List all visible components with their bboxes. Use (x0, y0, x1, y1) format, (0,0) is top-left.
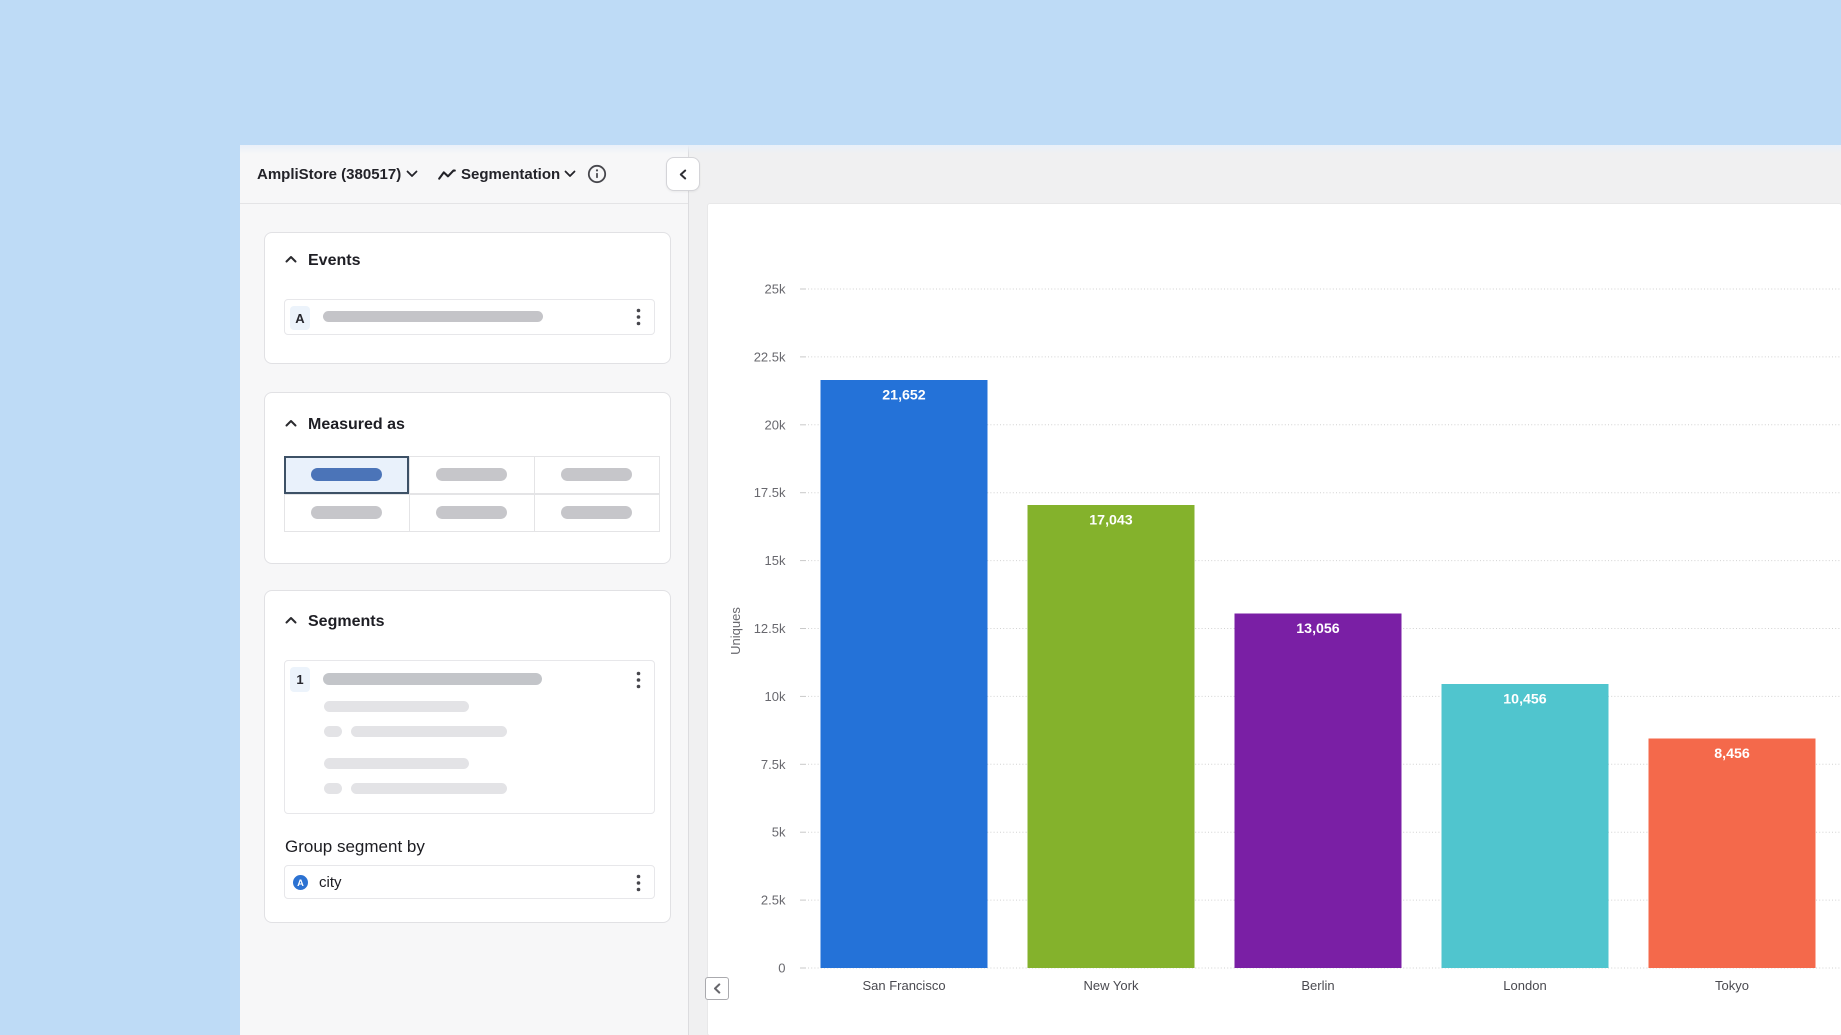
svg-text:0: 0 (778, 961, 785, 976)
svg-text:17,043: 17,043 (1089, 513, 1133, 529)
svg-text:New York: New York (1084, 978, 1139, 993)
svg-text:12.5k: 12.5k (754, 621, 786, 636)
svg-text:21,652: 21,652 (882, 388, 926, 404)
svg-text:Tokyo: Tokyo (1715, 978, 1749, 993)
svg-text:10k: 10k (765, 689, 786, 704)
svg-text:5k: 5k (772, 825, 786, 840)
svg-text:Uniques: Uniques (728, 607, 743, 655)
svg-text:San Francisco: San Francisco (862, 978, 945, 993)
svg-text:13,056: 13,056 (1296, 621, 1340, 637)
svg-text:7.5k: 7.5k (761, 757, 786, 772)
svg-text:8,456: 8,456 (1714, 746, 1750, 762)
svg-text:10,456: 10,456 (1503, 692, 1547, 708)
svg-text:15k: 15k (765, 553, 786, 568)
svg-text:22.5k: 22.5k (754, 349, 786, 364)
svg-text:Berlin: Berlin (1301, 978, 1334, 993)
svg-text:London: London (1503, 978, 1546, 993)
svg-text:25k: 25k (765, 282, 786, 297)
svg-text:17.5k: 17.5k (754, 485, 786, 500)
svg-text:2.5k: 2.5k (761, 893, 786, 908)
svg-text:A: A (297, 878, 304, 888)
svg-text:20k: 20k (765, 417, 786, 432)
